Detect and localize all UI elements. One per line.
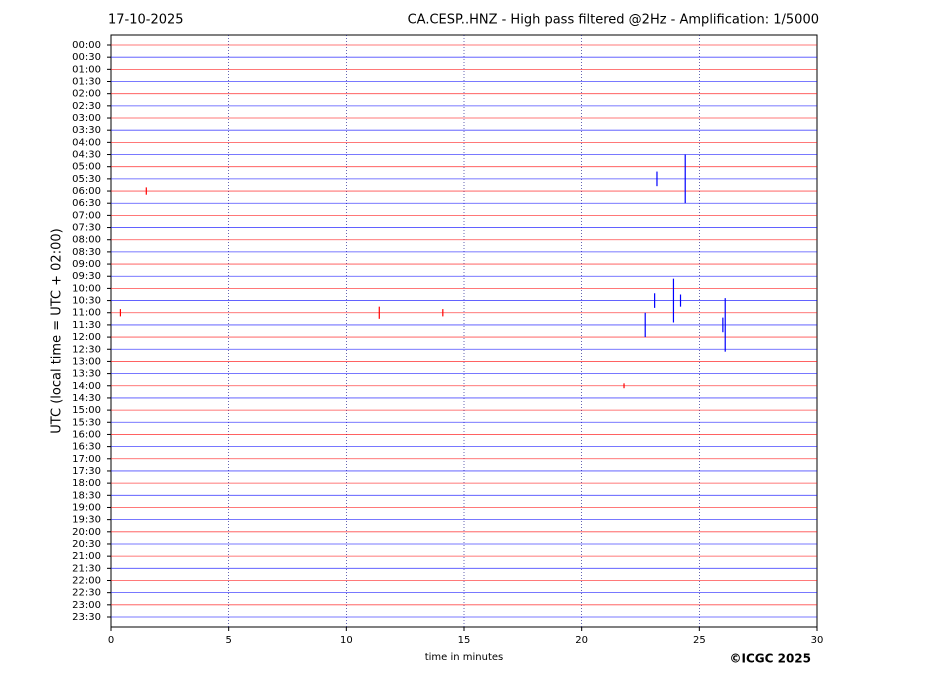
plot-frame: [110, 34, 818, 628]
y-tick-label: 14:30: [72, 393, 101, 404]
y-tick-label: 07:30: [72, 223, 101, 234]
y-tick-label: 05:00: [72, 162, 101, 173]
y-tick-label: 07:00: [72, 210, 101, 221]
y-tick-label: 22:00: [72, 575, 101, 586]
x-axis-label: time in minutes: [425, 652, 504, 663]
y-tick-label: 12:30: [72, 344, 101, 355]
x-tick-label: 10: [340, 635, 353, 646]
y-tick-label: 16:30: [72, 442, 101, 453]
y-tick-label: 18:30: [72, 490, 101, 501]
y-tick-label: 06:30: [72, 198, 101, 209]
y-tick-label: 08:30: [72, 247, 101, 258]
y-tick-label: 17:30: [72, 466, 101, 477]
y-tick-label: 12:00: [72, 332, 101, 343]
y-tick-label: 21:30: [72, 563, 101, 574]
y-tick-label: 23:30: [72, 612, 101, 623]
y-tick-label: 21:00: [72, 551, 101, 562]
y-tick-label: 03:00: [72, 113, 101, 124]
y-tick-label: 22:30: [72, 588, 101, 599]
y-tick-label: 15:30: [72, 417, 101, 428]
y-tick-label: 13:30: [72, 369, 101, 380]
y-tick-label: 06:00: [72, 186, 101, 197]
y-tick-label: 00:30: [72, 52, 101, 63]
y-tick-label: 14:00: [72, 381, 101, 392]
y-tick-label: 09:00: [72, 259, 101, 270]
y-tick-label: 04:00: [72, 137, 101, 148]
x-tick-label: 20: [575, 635, 588, 646]
chart-title: CA.CESP..HNZ - High pass filtered @2Hz -…: [408, 13, 819, 28]
y-tick-label: 02:00: [72, 89, 101, 100]
y-tick-label: 03:30: [72, 125, 101, 136]
y-tick-label: 17:00: [72, 454, 101, 465]
y-tick-label: 20:00: [72, 527, 101, 538]
y-tick-label: 04:30: [72, 150, 101, 161]
x-tick-label: 15: [458, 635, 471, 646]
y-tick-label: 23:00: [72, 600, 101, 611]
y-tick-label: 16:00: [72, 429, 101, 440]
y-tick-label: 10:30: [72, 296, 101, 307]
copyright: ©ICGC 2025: [729, 652, 811, 666]
y-axis-label: UTC (local time = UTC + 02:00): [50, 228, 65, 433]
x-tick-label: 30: [811, 635, 824, 646]
y-tick-label: 11:30: [72, 320, 101, 331]
y-tick-label: 19:30: [72, 515, 101, 526]
x-tick-label: 25: [693, 635, 706, 646]
date-title: 17-10-2025: [108, 13, 184, 28]
y-tick-label: 01:00: [72, 64, 101, 75]
y-tick-label: 19:00: [72, 502, 101, 513]
y-tick-label: 20:30: [72, 539, 101, 550]
y-tick-label: 05:30: [72, 174, 101, 185]
y-tick-label: 09:30: [72, 271, 101, 282]
x-tick-label: 5: [225, 635, 231, 646]
y-tick-label: 01:30: [72, 77, 101, 88]
x-tick-label: 0: [108, 635, 114, 646]
y-tick-label: 13:00: [72, 356, 101, 367]
y-tick-label: 18:00: [72, 478, 101, 489]
y-tick-label: 11:00: [72, 308, 101, 319]
y-tick-label: 08:00: [72, 235, 101, 246]
y-tick-label: 00:00: [72, 40, 101, 51]
y-tick-label: 10:00: [72, 283, 101, 294]
y-tick-label: 15:00: [72, 405, 101, 416]
y-tick-label: 02:30: [72, 101, 101, 112]
